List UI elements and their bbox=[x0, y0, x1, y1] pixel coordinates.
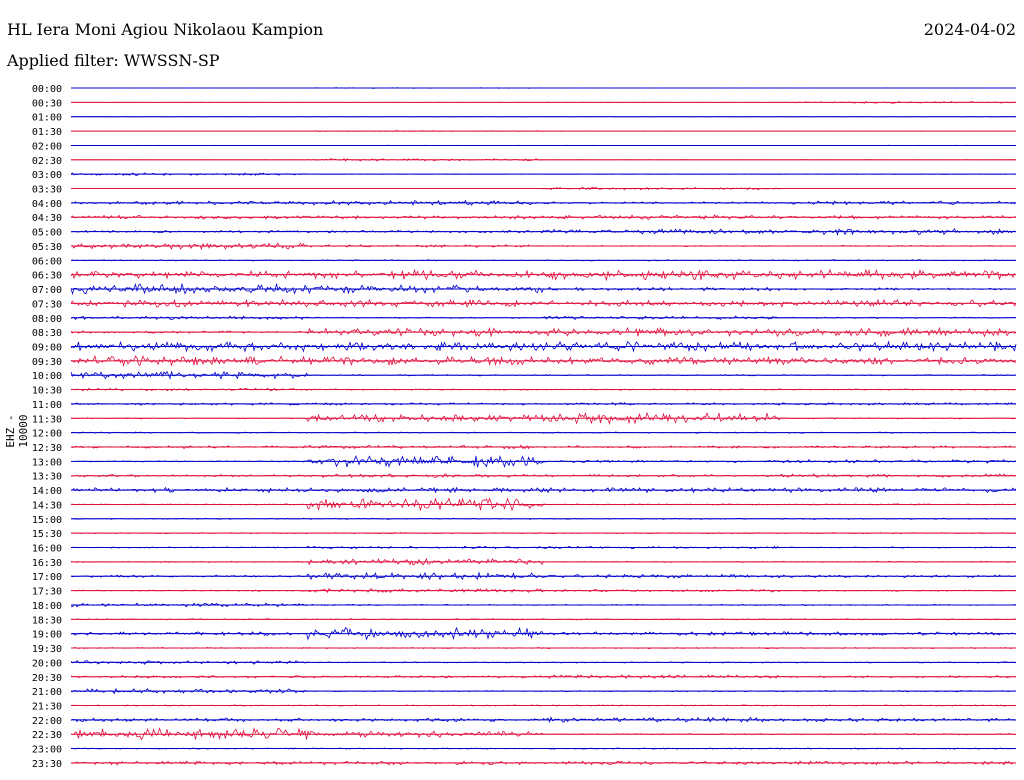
trace-1400 bbox=[70, 486, 1017, 494]
trace-2030 bbox=[70, 674, 1016, 680]
trace-0530 bbox=[70, 242, 1017, 251]
trace-2300 bbox=[70, 747, 1017, 750]
trace-1800 bbox=[70, 602, 1017, 608]
tick-label: 07:30 bbox=[32, 299, 62, 310]
tick-label: 14:00 bbox=[32, 486, 62, 497]
tick-label: 10:00 bbox=[32, 371, 62, 382]
trace-2100 bbox=[71, 687, 1017, 695]
tick-label: 23:00 bbox=[32, 745, 62, 756]
trace-1600 bbox=[70, 545, 1017, 550]
trace-0400 bbox=[70, 199, 1017, 206]
trace-1900 bbox=[70, 626, 1017, 641]
trace-1330 bbox=[70, 473, 1017, 479]
tick-label: 02:30 bbox=[32, 156, 62, 167]
tick-label: 11:00 bbox=[32, 400, 62, 411]
tick-label: 18:00 bbox=[32, 601, 62, 612]
trace-0930 bbox=[70, 354, 1017, 367]
tick-label: 01:30 bbox=[32, 127, 62, 138]
tick-label: 09:30 bbox=[32, 357, 62, 368]
tick-label: 20:30 bbox=[32, 673, 62, 684]
tick-label: 23:30 bbox=[32, 759, 62, 770]
tick-label: 07:00 bbox=[32, 285, 62, 296]
trace-1300 bbox=[71, 455, 1017, 468]
tick-label: 18:30 bbox=[32, 615, 62, 626]
trace-0800 bbox=[70, 315, 1017, 321]
trace-0900 bbox=[70, 340, 1017, 353]
trace-1430 bbox=[70, 497, 1017, 512]
trace-1830 bbox=[70, 618, 1017, 621]
station-title: HL Iera Moni Agiou Nikolaou Kampion bbox=[7, 20, 324, 39]
tick-label: 17:30 bbox=[32, 587, 62, 598]
tick-label: 10:30 bbox=[32, 386, 62, 397]
trace-1000 bbox=[70, 370, 1017, 380]
trace-2330 bbox=[70, 760, 1016, 766]
tick-label: 22:30 bbox=[32, 730, 62, 741]
trace-1530 bbox=[70, 532, 1017, 535]
tick-label: 03:00 bbox=[32, 170, 62, 181]
trace-0000 bbox=[71, 87, 1017, 89]
tick-label: 21:30 bbox=[32, 701, 62, 712]
trace-1630 bbox=[70, 557, 1017, 566]
tick-label: 00:30 bbox=[32, 98, 62, 109]
date-label: 2024-04-02 bbox=[923, 20, 1016, 39]
tick-label: 12:30 bbox=[32, 443, 62, 454]
trace-1130 bbox=[70, 411, 1017, 426]
tick-label: 00:00 bbox=[32, 84, 62, 95]
tick-label: 17:00 bbox=[32, 572, 62, 583]
filter-label: Applied filter: WWSSN-SP bbox=[7, 51, 220, 70]
tick-label: 02:00 bbox=[32, 141, 62, 152]
trace-1500 bbox=[70, 517, 1017, 520]
trace-0600 bbox=[70, 259, 1017, 262]
trace-1230 bbox=[70, 444, 1017, 450]
tick-label: 04:30 bbox=[32, 213, 62, 224]
tick-label: 08:30 bbox=[32, 328, 62, 339]
tick-label: 01:00 bbox=[32, 113, 62, 124]
tick-label: 03:30 bbox=[32, 185, 62, 196]
tick-label: 19:30 bbox=[32, 644, 62, 655]
tick-label: 05:30 bbox=[32, 242, 62, 253]
tick-label: 08:00 bbox=[32, 314, 62, 325]
trace-0300 bbox=[70, 172, 1016, 176]
tick-label: 20:00 bbox=[32, 658, 62, 669]
trace-0230 bbox=[70, 158, 1017, 162]
trace-0700 bbox=[70, 282, 1017, 296]
trace-0030 bbox=[70, 101, 1016, 104]
trace-0630 bbox=[70, 268, 1017, 282]
tick-label: 16:00 bbox=[32, 544, 62, 555]
trace-0500 bbox=[71, 228, 1017, 236]
trace-2000 bbox=[70, 660, 1017, 665]
tick-label: 15:00 bbox=[32, 515, 62, 526]
trace-1730 bbox=[70, 588, 1017, 594]
trace-1200 bbox=[71, 431, 1017, 434]
tick-label: 13:00 bbox=[32, 457, 62, 468]
trace-1700 bbox=[70, 571, 1017, 581]
trace-0130 bbox=[71, 130, 1017, 132]
trace-2230 bbox=[70, 726, 1017, 741]
tick-label: 04:00 bbox=[32, 199, 62, 210]
tick-label: 05:00 bbox=[32, 228, 62, 239]
tick-label: 13:30 bbox=[32, 472, 62, 483]
trace-2200 bbox=[70, 716, 1017, 724]
trace-1930 bbox=[70, 646, 1017, 650]
tick-label: 06:30 bbox=[32, 271, 62, 282]
trace-0730 bbox=[70, 298, 1017, 308]
trace-0330 bbox=[70, 186, 1016, 191]
trace-1100 bbox=[70, 402, 1017, 406]
tick-label: 21:00 bbox=[32, 687, 62, 698]
trace-1030 bbox=[70, 387, 1017, 392]
tick-label: 06:00 bbox=[32, 256, 62, 267]
tick-label: 19:00 bbox=[32, 630, 62, 641]
tick-label: 12:00 bbox=[32, 429, 62, 440]
tick-label: 22:00 bbox=[32, 716, 62, 727]
trace-0430 bbox=[70, 214, 1017, 221]
tick-label: 16:30 bbox=[32, 558, 62, 569]
trace-0830 bbox=[70, 326, 1017, 338]
tick-label: 09:00 bbox=[32, 342, 62, 353]
tick-label: 11:30 bbox=[32, 414, 62, 425]
tick-label: 14:30 bbox=[32, 500, 62, 511]
trace-2130 bbox=[70, 704, 1017, 707]
tick-label: 15:30 bbox=[32, 529, 62, 540]
